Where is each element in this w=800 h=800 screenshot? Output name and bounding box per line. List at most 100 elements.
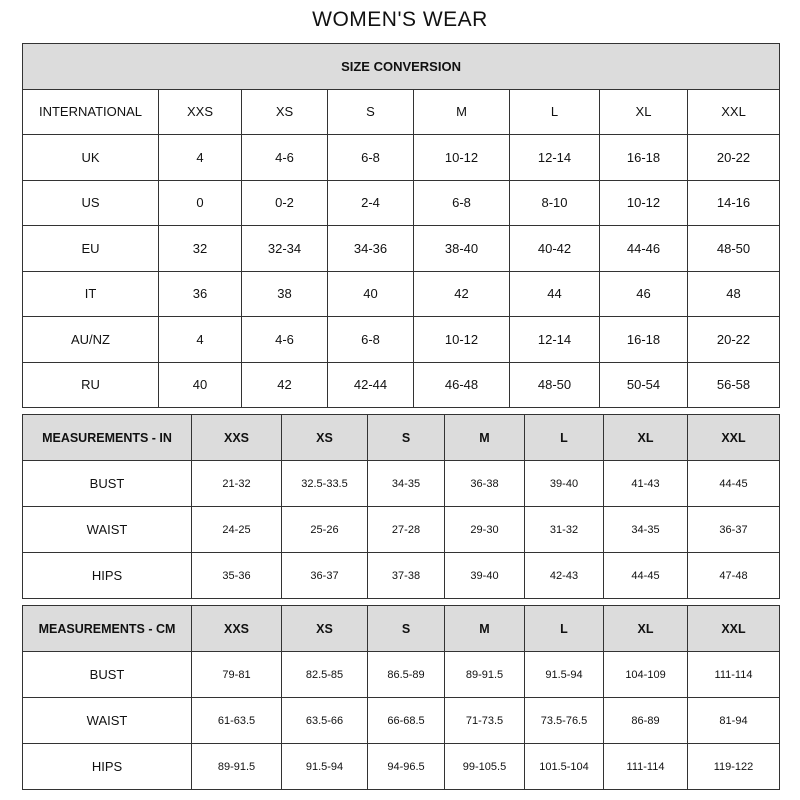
table-cell: XS bbox=[241, 88, 328, 135]
table-cell: 89-91.5 bbox=[444, 651, 525, 698]
table-cell: 46-48 bbox=[413, 361, 510, 408]
table-row: HIPS 35-36 36-37 37-38 39-40 42-43 44-45 47-48 bbox=[22, 552, 780, 599]
table-cell: XXL bbox=[686, 88, 781, 135]
column-header: M bbox=[444, 414, 525, 461]
table-cell: 12-14 bbox=[509, 134, 600, 181]
column-header: XS bbox=[281, 605, 368, 652]
table-cell: 41-43 bbox=[603, 460, 688, 507]
column-header: MEASUREMENTS - CM bbox=[22, 605, 192, 652]
table-cell: 20-22 bbox=[686, 134, 781, 181]
table-cell: 29-30 bbox=[444, 506, 525, 553]
column-header: S bbox=[367, 605, 445, 652]
table-cell: 21-32 bbox=[191, 460, 282, 507]
table-cell: 46 bbox=[599, 270, 688, 317]
table-cell: 20-22 bbox=[686, 316, 781, 363]
table-cell: 111-114 bbox=[687, 651, 780, 698]
table-cell: 35-36 bbox=[191, 552, 282, 599]
table-cell: 39-40 bbox=[444, 552, 525, 599]
table-cell: XXS bbox=[158, 88, 242, 135]
table-cell: 6-8 bbox=[413, 179, 510, 226]
table-cell: 99-105.5 bbox=[444, 743, 525, 790]
table-row: HIPS 89-91.5 91.5-94 94-96.5 99-105.5 101.5-1… bbox=[22, 743, 780, 790]
measurements-inches-table: MEASUREMENTS - IN XXS XS S M L XL XXL BUST 21-32… bbox=[22, 414, 780, 599]
table-cell: 32 bbox=[158, 225, 242, 272]
table-cell: 104-109 bbox=[603, 651, 688, 698]
table-cell: S bbox=[327, 88, 414, 135]
column-header: XL bbox=[603, 605, 688, 652]
table-row: INTERNATIONAL XXS XS S M L XL XXL bbox=[22, 88, 781, 135]
table-cell: 94-96.5 bbox=[367, 743, 445, 790]
column-header: M bbox=[444, 605, 525, 652]
table-cell: 8-10 bbox=[509, 179, 600, 226]
table-cell: 66-68.5 bbox=[367, 697, 445, 744]
column-header: L bbox=[524, 414, 604, 461]
table-cell: 86.5-89 bbox=[367, 651, 445, 698]
table-cell: 10-12 bbox=[413, 316, 510, 363]
row-label: BUST bbox=[22, 460, 192, 507]
row-label: BUST bbox=[22, 651, 192, 698]
column-header: S bbox=[367, 414, 445, 461]
table-row: US 0 0-2 2-4 6-8 8-10 10-12 14-16 bbox=[22, 179, 781, 226]
column-header: XXS bbox=[191, 605, 282, 652]
table-row: RU 40 42 42-44 46-48 48-50 50-54 56-58 bbox=[22, 361, 781, 408]
table-cell: 89-91.5 bbox=[191, 743, 282, 790]
size-conversion-table: SIZE CONVERSION INTERNATIONAL XXS XS S M L XL X… bbox=[21, 43, 781, 408]
table-cell: 61-63.5 bbox=[191, 697, 282, 744]
table-cell: 111-114 bbox=[603, 743, 688, 790]
table-cell: 32.5-33.5 bbox=[281, 460, 368, 507]
row-label: HIPS bbox=[22, 743, 192, 790]
table-cell: 4-6 bbox=[241, 316, 328, 363]
table-cell: 42 bbox=[241, 361, 328, 408]
table-cell: 91.5-94 bbox=[524, 651, 604, 698]
table-cell: 32-34 bbox=[241, 225, 328, 272]
row-label: UK bbox=[22, 134, 159, 181]
table-cell: 10-12 bbox=[599, 179, 688, 226]
table-cell: 36 bbox=[158, 270, 242, 317]
table-cell: 56-58 bbox=[686, 361, 781, 408]
table-cell: 6-8 bbox=[327, 134, 414, 181]
row-label: AU/NZ bbox=[22, 316, 159, 363]
table-cell: 34-36 bbox=[327, 225, 414, 272]
table-cell: 34-35 bbox=[367, 460, 445, 507]
table-cell: 0-2 bbox=[241, 179, 328, 226]
table-row: BUST 21-32 32.5-33.5 34-35 36-38 39-40 41-43 44… bbox=[22, 460, 780, 507]
table-cell: 50-54 bbox=[599, 361, 688, 408]
table-cell: 2-4 bbox=[327, 179, 414, 226]
table-cell: 4-6 bbox=[241, 134, 328, 181]
row-label: WAIST bbox=[22, 697, 192, 744]
table-cell: 37-38 bbox=[367, 552, 445, 599]
page-title: WOMEN'S WEAR bbox=[312, 8, 488, 31]
table-cell: 40-42 bbox=[509, 225, 600, 272]
table-cell: 119-122 bbox=[687, 743, 780, 790]
table-row: WAIST 24-25 25-26 27-28 29-30 31-32 34-35 36-37 bbox=[22, 506, 780, 553]
table-cell: 48 bbox=[686, 270, 781, 317]
table-cell: 48-50 bbox=[509, 361, 600, 408]
column-header: L bbox=[524, 605, 604, 652]
table-cell: 14-16 bbox=[686, 179, 781, 226]
table-cell: 36-38 bbox=[444, 460, 525, 507]
table-cell: 6-8 bbox=[327, 316, 414, 363]
table-cell: 73.5-76.5 bbox=[524, 697, 604, 744]
table-cell: M bbox=[413, 88, 510, 135]
table-cell: 25-26 bbox=[281, 506, 368, 553]
table-cell: 44-46 bbox=[599, 225, 688, 272]
table-cell: 42-44 bbox=[327, 361, 414, 408]
table-cell: 91.5-94 bbox=[281, 743, 368, 790]
table-cell: 42-43 bbox=[524, 552, 604, 599]
table-cell: 36-37 bbox=[281, 552, 368, 599]
table-cell: 27-28 bbox=[367, 506, 445, 553]
table-row: AU/NZ 4 4-6 6-8 10-12 12-14 16-18 20-22 bbox=[22, 316, 781, 363]
table-cell: 39-40 bbox=[524, 460, 604, 507]
column-header: XXL bbox=[687, 414, 780, 461]
table-header: SIZE CONVERSION bbox=[21, 43, 781, 90]
row-label: WAIST bbox=[22, 506, 192, 553]
table-cell: 44-45 bbox=[603, 552, 688, 599]
table-cell: 44 bbox=[509, 270, 600, 317]
table-row: WAIST 61-63.5 63.5-66 66-68.5 71-73.5 73.5-76… bbox=[22, 697, 780, 744]
table-cell: 24-25 bbox=[191, 506, 282, 553]
row-label: US bbox=[22, 179, 159, 226]
table-cell: XL bbox=[599, 88, 688, 135]
column-header: XS bbox=[281, 414, 368, 461]
table-cell: 81-94 bbox=[687, 697, 780, 744]
table-cell: 42 bbox=[413, 270, 510, 317]
